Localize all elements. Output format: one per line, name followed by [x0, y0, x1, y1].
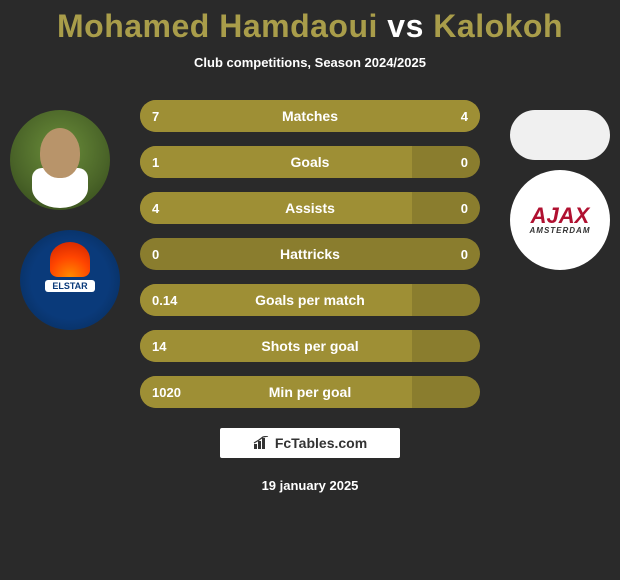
stat-label: Assists: [140, 200, 480, 216]
brand-badge: FcTables.com: [220, 428, 400, 458]
stats-bars: 7Matches41Goals04Assists00Hattricks00.14…: [140, 100, 480, 408]
stat-row: 1020Min per goal: [140, 376, 480, 408]
comparison-body: AJAX AMSTERDAM 7Matches41Goals04Assists0…: [0, 100, 620, 493]
chart-icon: [253, 436, 271, 450]
footer-date: 19 january 2025: [0, 478, 620, 493]
stat-row: 7Matches4: [140, 100, 480, 132]
stat-right-value: 0: [461, 247, 468, 262]
comparison-subtitle: Club competitions, Season 2024/2025: [0, 55, 620, 70]
player1-club-badge: [20, 230, 120, 330]
brand-text: FcTables.com: [275, 435, 367, 451]
ajax-badge-text: AJAX AMSTERDAM: [530, 205, 591, 235]
player2-avatar: [510, 110, 610, 160]
player2-name: Kalokoh: [433, 8, 563, 44]
player1-name: Mohamed Hamdaoui: [57, 8, 378, 44]
stat-row: 14Shots per goal: [140, 330, 480, 362]
stat-right-value: 0: [461, 155, 468, 170]
stat-row: 0.14Goals per match: [140, 284, 480, 316]
player1-avatar: [10, 110, 110, 210]
stat-label: Min per goal: [140, 384, 480, 400]
stat-row: 0Hattricks0: [140, 238, 480, 270]
player2-club-badge: AJAX AMSTERDAM: [510, 170, 610, 270]
stat-right-value: 0: [461, 201, 468, 216]
stat-label: Matches: [140, 108, 480, 124]
stat-label: Goals: [140, 154, 480, 170]
stat-label: Hattricks: [140, 246, 480, 262]
stat-label: Shots per goal: [140, 338, 480, 354]
stat-label: Goals per match: [140, 292, 480, 308]
comparison-title: Mohamed Hamdaoui vs Kalokoh: [0, 0, 620, 45]
vs-text: vs: [387, 8, 424, 44]
stat-row: 4Assists0: [140, 192, 480, 224]
stat-right-value: 4: [461, 109, 468, 124]
stat-row: 1Goals0: [140, 146, 480, 178]
